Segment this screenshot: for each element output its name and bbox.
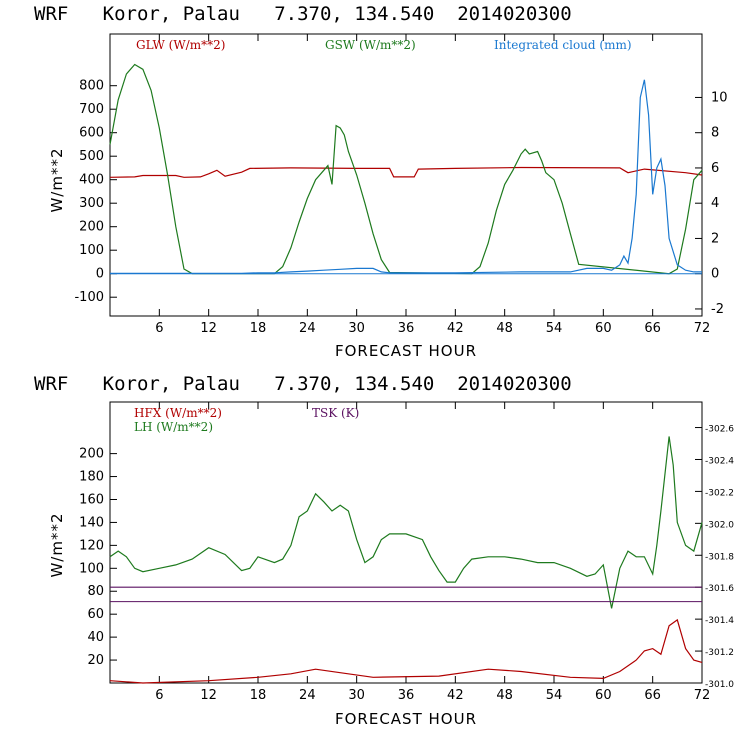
x-tick-label: 66 xyxy=(644,688,661,703)
bottom-y2-axis: -301.0 -301.2 -301.4 -301.6 -301.8 -302.0 -302… xyxy=(695,425,734,690)
y2-tick-label: 6 xyxy=(711,161,719,176)
y-tick-label: 500 xyxy=(79,149,104,164)
y-tick-label: 200 xyxy=(79,447,104,462)
series-line-hfx xyxy=(109,618,703,684)
bottom-series xyxy=(109,436,703,684)
y-tick-label: 120 xyxy=(79,538,104,553)
y2-tick-label: 2 xyxy=(711,231,719,246)
y2-tick-label: -302.4 xyxy=(705,456,734,466)
y-tick-label: 100 xyxy=(79,243,104,258)
legend-tsk: TSK (K) xyxy=(312,406,359,420)
legend-cloud: Integrated cloud (mm) xyxy=(494,38,632,52)
series-line-gsw xyxy=(109,63,703,275)
bottom-y-axis: 20 40 60 80 100 120 140 160 180 200 xyxy=(79,447,117,668)
y-tick-label: 700 xyxy=(79,102,104,117)
y2-tick-label: -302.0 xyxy=(705,520,734,530)
y-tick-label: 160 xyxy=(79,492,104,507)
y-tick-label: 300 xyxy=(79,196,104,211)
y-tick-label: 400 xyxy=(79,173,104,188)
x-tick-label: 42 xyxy=(447,321,464,336)
legend-gsw: GSW (W/m**2) xyxy=(325,38,416,52)
y2-tick-label: -301.0 xyxy=(705,680,734,690)
y2-tick-label: -301.6 xyxy=(705,584,734,594)
top-y-axis-label: W/m**2 xyxy=(48,147,66,212)
x-tick-label: 60 xyxy=(595,321,612,336)
top-x-axis: 6 12 18 24 30 36 42 48 54 60 66 72 xyxy=(155,34,710,336)
y-tick-label: 180 xyxy=(79,470,104,485)
x-tick-label: 36 xyxy=(398,321,415,336)
x-tick-label: 72 xyxy=(694,688,711,703)
y-tick-label: -100 xyxy=(74,290,104,305)
y2-tick-label: 0 xyxy=(711,267,719,282)
top-panel: WRF Koror, Palau 7.370, 134.540 20140203… xyxy=(34,3,728,360)
legend-glw: GLW (W/m**2) xyxy=(136,38,225,52)
y-tick-label: 80 xyxy=(87,584,104,599)
legend-lh: LH (W/m**2) xyxy=(134,420,213,434)
x-tick-label: 54 xyxy=(546,321,563,336)
y2-tick-label: -302.2 xyxy=(705,488,734,498)
top-series xyxy=(109,63,703,275)
x-tick-label: 6 xyxy=(155,321,163,336)
x-tick-label: 24 xyxy=(299,321,316,336)
y-tick-label: 600 xyxy=(79,126,104,141)
x-tick-label: 12 xyxy=(200,321,217,336)
y2-tick-label: -2 xyxy=(711,302,724,317)
series-line-glw xyxy=(109,166,703,178)
y2-tick-label: 8 xyxy=(711,126,719,141)
y-tick-label: 20 xyxy=(87,653,104,668)
y2-tick-label: -301.4 xyxy=(705,616,734,626)
y-tick-label: 800 xyxy=(79,79,104,94)
bottom-chart-title: WRF Koror, Palau 7.370, 134.540 20140203… xyxy=(34,373,572,395)
x-tick-label: 12 xyxy=(200,688,217,703)
bottom-plot-frame xyxy=(109,401,703,684)
y2-tick-label: 10 xyxy=(711,90,728,105)
top-y2-axis: -2 0 2 4 6 8 10 xyxy=(695,90,728,317)
legend-hfx: HFX (W/m**2) xyxy=(134,406,222,420)
x-tick-label: 48 xyxy=(496,688,513,703)
x-tick-label: 24 xyxy=(299,688,316,703)
x-tick-label: 66 xyxy=(644,321,661,336)
y2-tick-label: -301.8 xyxy=(705,552,734,562)
y-tick-label: 200 xyxy=(79,220,104,235)
y-tick-label: 40 xyxy=(87,630,104,645)
x-tick-label: 60 xyxy=(595,688,612,703)
y-tick-label: 0 xyxy=(96,267,104,282)
series-line-cloud xyxy=(110,79,702,274)
x-tick-label: 36 xyxy=(398,688,415,703)
y2-tick-label: 4 xyxy=(711,196,719,211)
x-tick-label: 18 xyxy=(250,688,267,703)
y-tick-label: 60 xyxy=(87,607,104,622)
x-tick-label: 72 xyxy=(694,321,711,336)
y-tick-label: 140 xyxy=(79,515,104,530)
x-tick-label: 30 xyxy=(348,321,365,336)
x-tick-label: 6 xyxy=(155,688,163,703)
x-tick-label: 18 xyxy=(250,321,267,336)
y2-tick-label: -301.2 xyxy=(705,648,734,658)
y2-tick-label: -302.6 xyxy=(705,425,734,435)
top-y-axis: -100 0 100 200 300 400 500 600 700 800 xyxy=(74,79,117,305)
bottom-x-axis-label: FORECAST HOUR xyxy=(335,710,477,728)
x-tick-label: 48 xyxy=(496,321,513,336)
series-line-lh xyxy=(109,436,703,609)
top-chart-title: WRF Koror, Palau 7.370, 134.540 20140203… xyxy=(34,3,572,25)
x-tick-label: 54 xyxy=(546,688,563,703)
bottom-y-axis-label: W/m**2 xyxy=(48,512,66,577)
bottom-x-axis: 6 12 18 24 30 36 42 48 54 60 66 72 xyxy=(155,402,710,703)
x-tick-label: 42 xyxy=(447,688,464,703)
top-x-axis-label: FORECAST HOUR xyxy=(335,342,477,360)
x-tick-label: 30 xyxy=(348,688,365,703)
y-tick-label: 100 xyxy=(79,561,104,576)
bottom-panel: WRF Koror, Palau 7.370, 134.540 20140203… xyxy=(34,373,734,728)
